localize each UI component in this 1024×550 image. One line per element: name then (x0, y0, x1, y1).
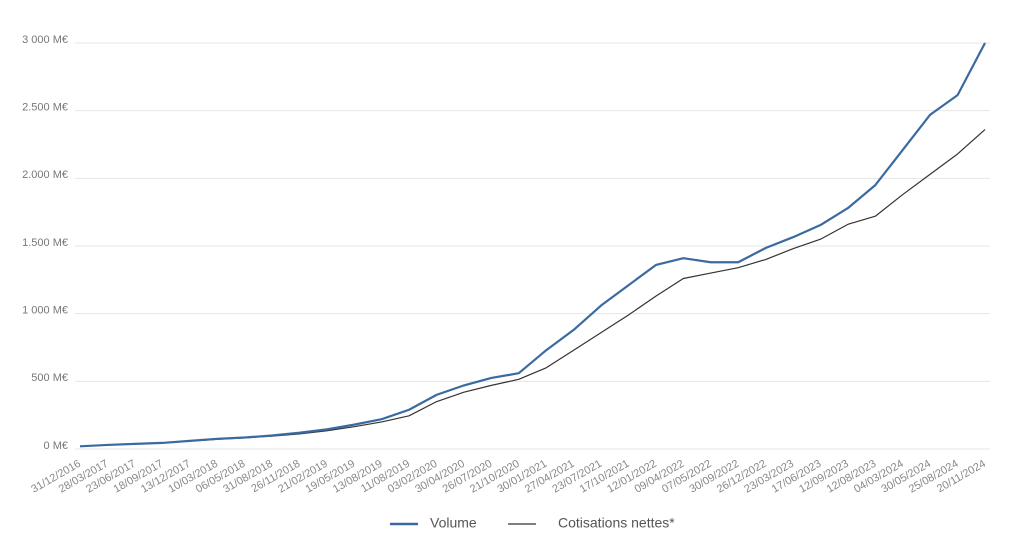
y-tick-label: 1.500 M€ (22, 237, 68, 249)
y-tick-label: 2.500 M€ (22, 102, 68, 114)
y-tick-label: 500 M€ (31, 372, 68, 384)
y-tick-label: 1 000 M€ (22, 305, 68, 317)
y-tick-label: 2.000 M€ (22, 169, 68, 181)
legend-label: Cotisations nettes* (558, 515, 675, 531)
series-line (79, 42, 986, 448)
y-tick-label: 0 M€ (44, 440, 68, 452)
legend-label: Volume (430, 515, 477, 531)
series-line (79, 129, 986, 447)
y-tick-label: 3 000 M€ (22, 34, 68, 46)
